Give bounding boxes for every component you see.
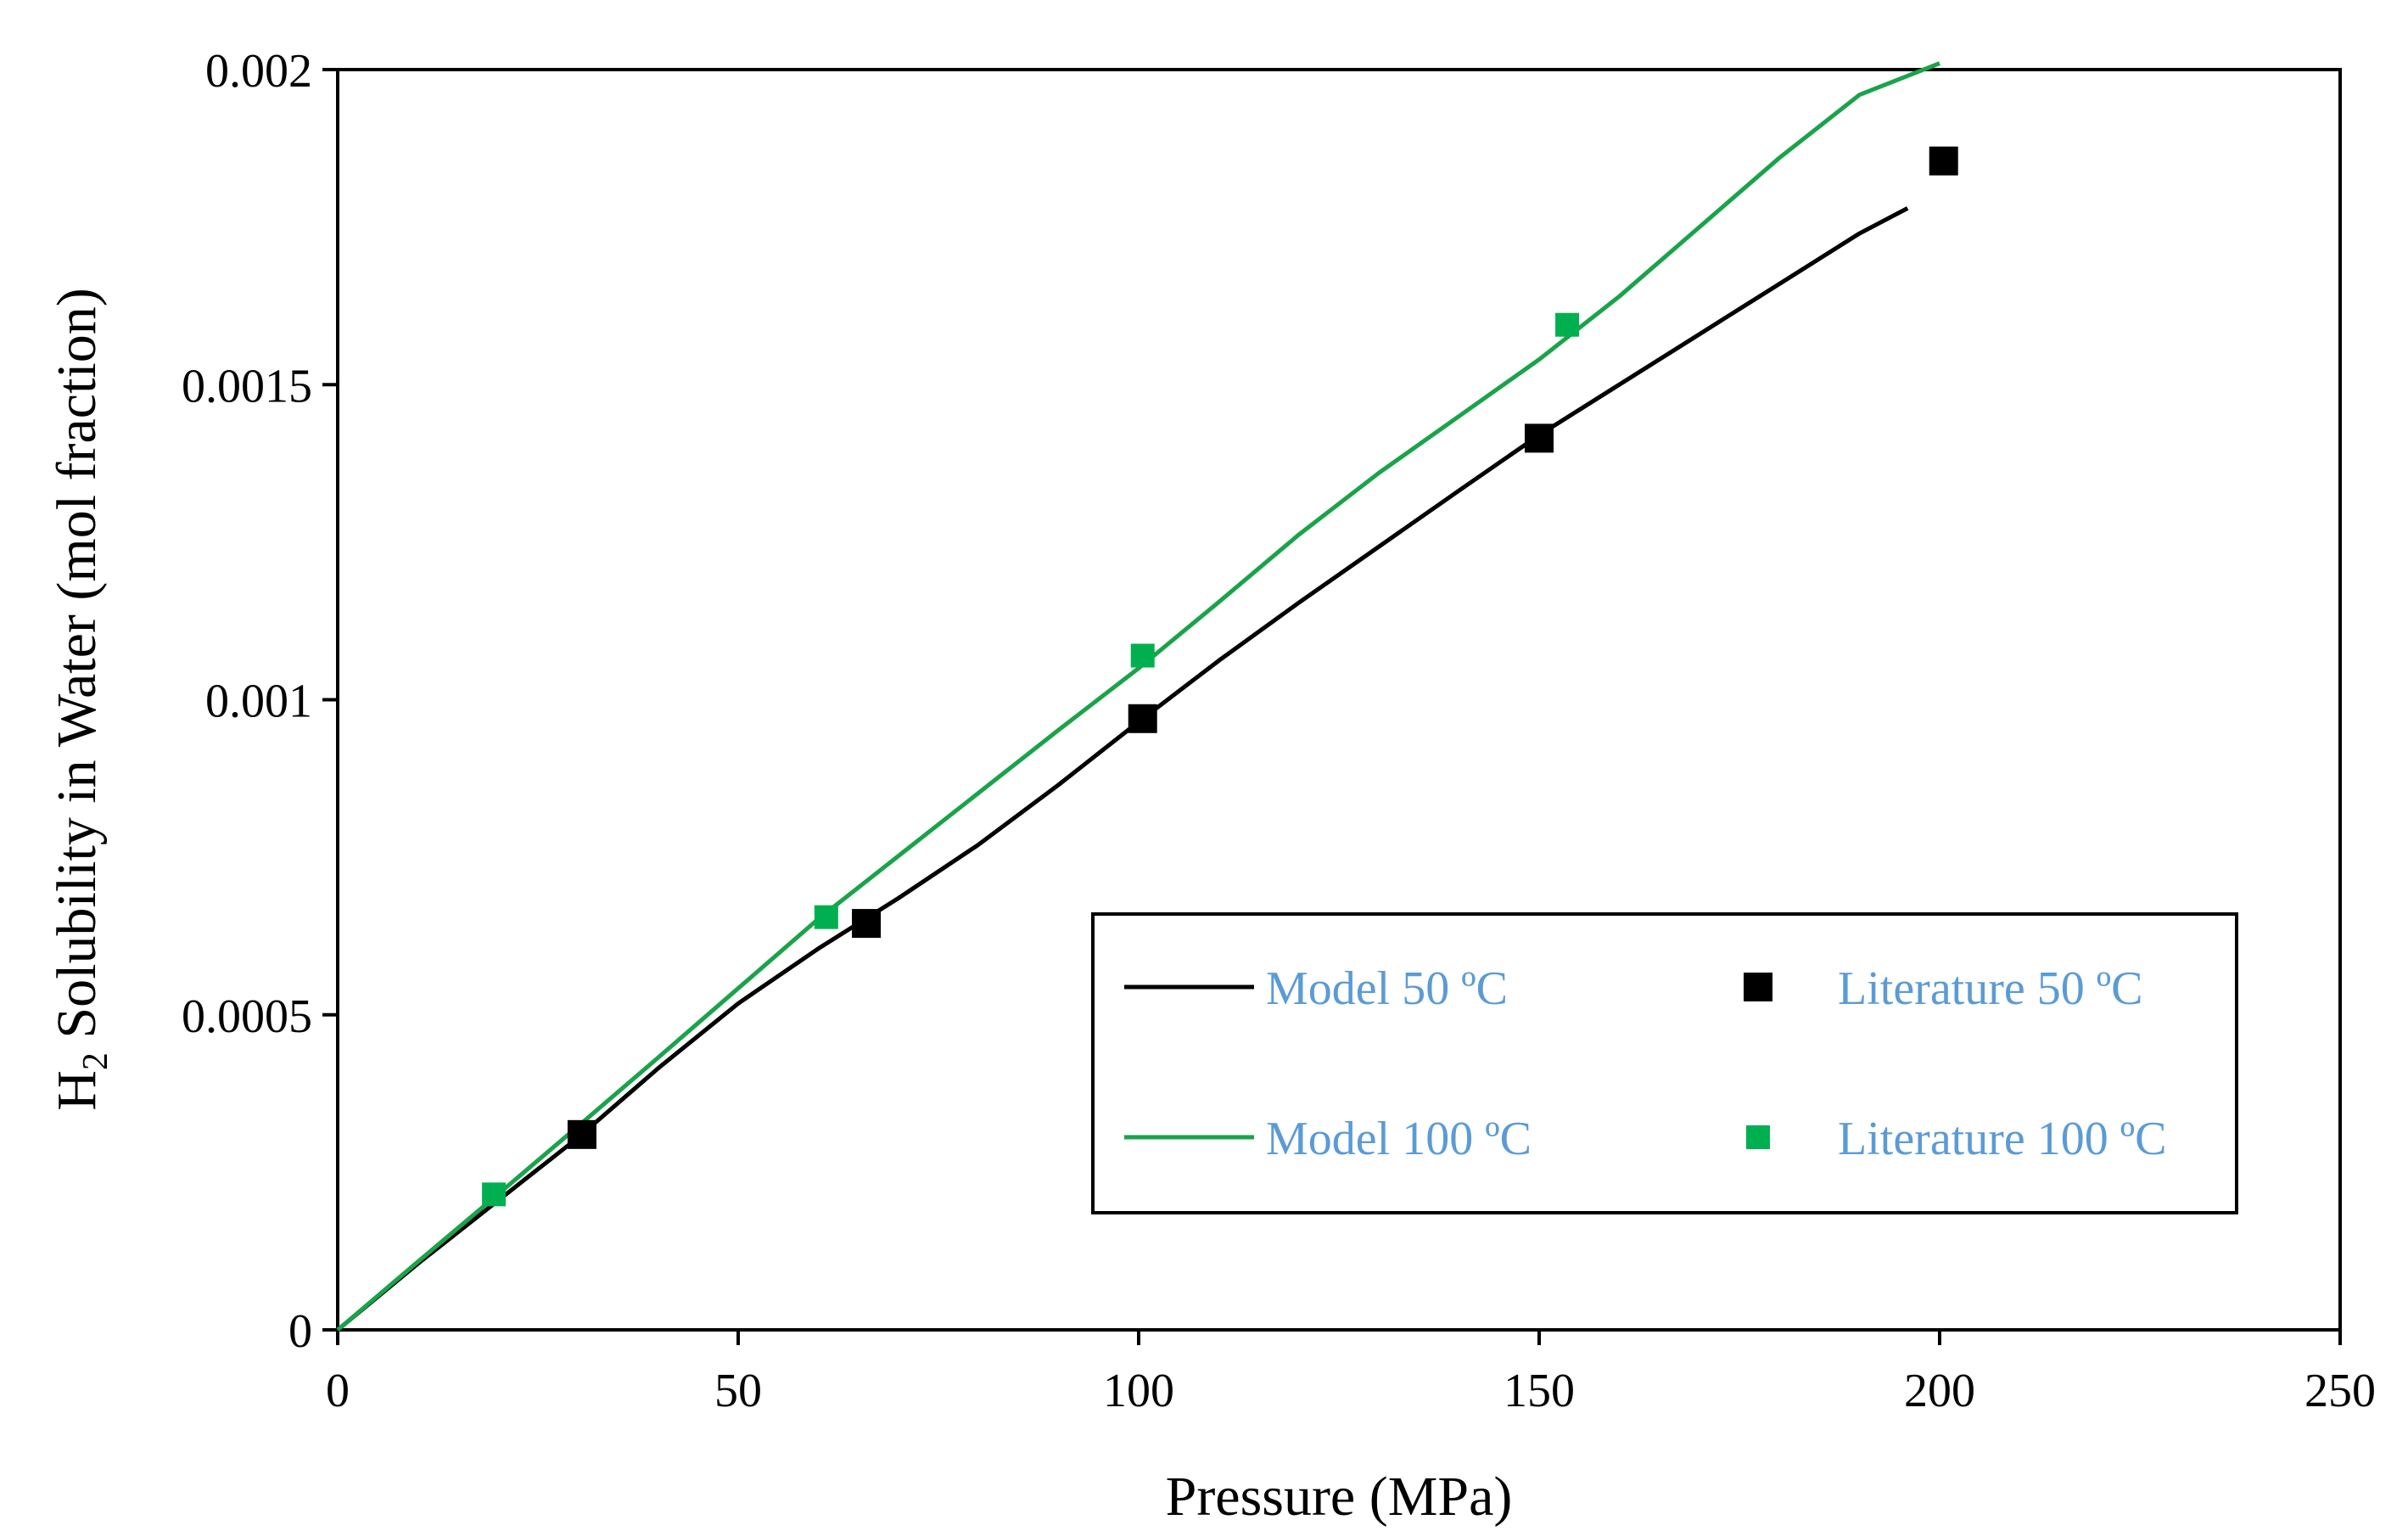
x-tick-label: 0 [326,1365,350,1417]
x-tick-label: 150 [1504,1365,1575,1417]
y-tick-label: 0.001 [205,676,312,728]
y-axis-title-prefix: H [46,1070,108,1111]
data-point-series-2 [1525,423,1554,453]
y-tick-label: 0 [288,1305,312,1358]
data-point-series-2 [1128,704,1157,733]
y-axis: 0 0.0005 0.001 0.0015 0.002 [182,45,338,1358]
legend-marker-literature-50 [1744,973,1772,1001]
x-axis-title: Pressure (MPa) [1166,1466,1513,1528]
data-point-series-3 [482,1182,507,1207]
legend-label-literature-50: Literature 50 ºC [1838,962,2142,1015]
legend-label-model-50: Model 50 ºC [1266,962,1508,1015]
series-markers [482,146,1958,1207]
legend: Model 50 ºC Model 100 ºC Literature 50 º… [1091,912,2238,1214]
x-axis: 0 50 100 150 200 250 [326,1330,2376,1417]
data-point-series-2 [1929,146,1958,176]
x-tick-label: 50 [714,1365,762,1417]
x-tick-label: 100 [1103,1365,1174,1417]
series-line-1 [336,61,1940,1332]
data-point-series-2 [852,909,882,939]
legend-marker-literature-100 [1746,1125,1770,1149]
data-point-series-2 [567,1119,596,1149]
data-point-series-3 [814,905,838,929]
y-axis-title-suffix: Solubility in Water (mol fraction) [46,288,108,1052]
y-tick-label: 0.0005 [182,990,312,1043]
y-axis-title: H2 Solubility in Water (mol fraction) [46,288,115,1110]
y-tick-label: 0.0015 [182,360,312,412]
data-point-series-3 [1555,312,1580,337]
y-axis-title-subscript: 2 [76,1052,115,1070]
y-tick-label: 0.002 [205,45,312,98]
legend-label-model-100: Model 100 ºC [1266,1113,1532,1165]
data-point-series-3 [1130,643,1155,668]
legend-label-literature-100: Literature 100 ºC [1838,1113,2166,1165]
legend-box [1091,912,2238,1214]
x-tick-label: 250 [2304,1365,2376,1417]
x-tick-label: 200 [1904,1365,1975,1417]
